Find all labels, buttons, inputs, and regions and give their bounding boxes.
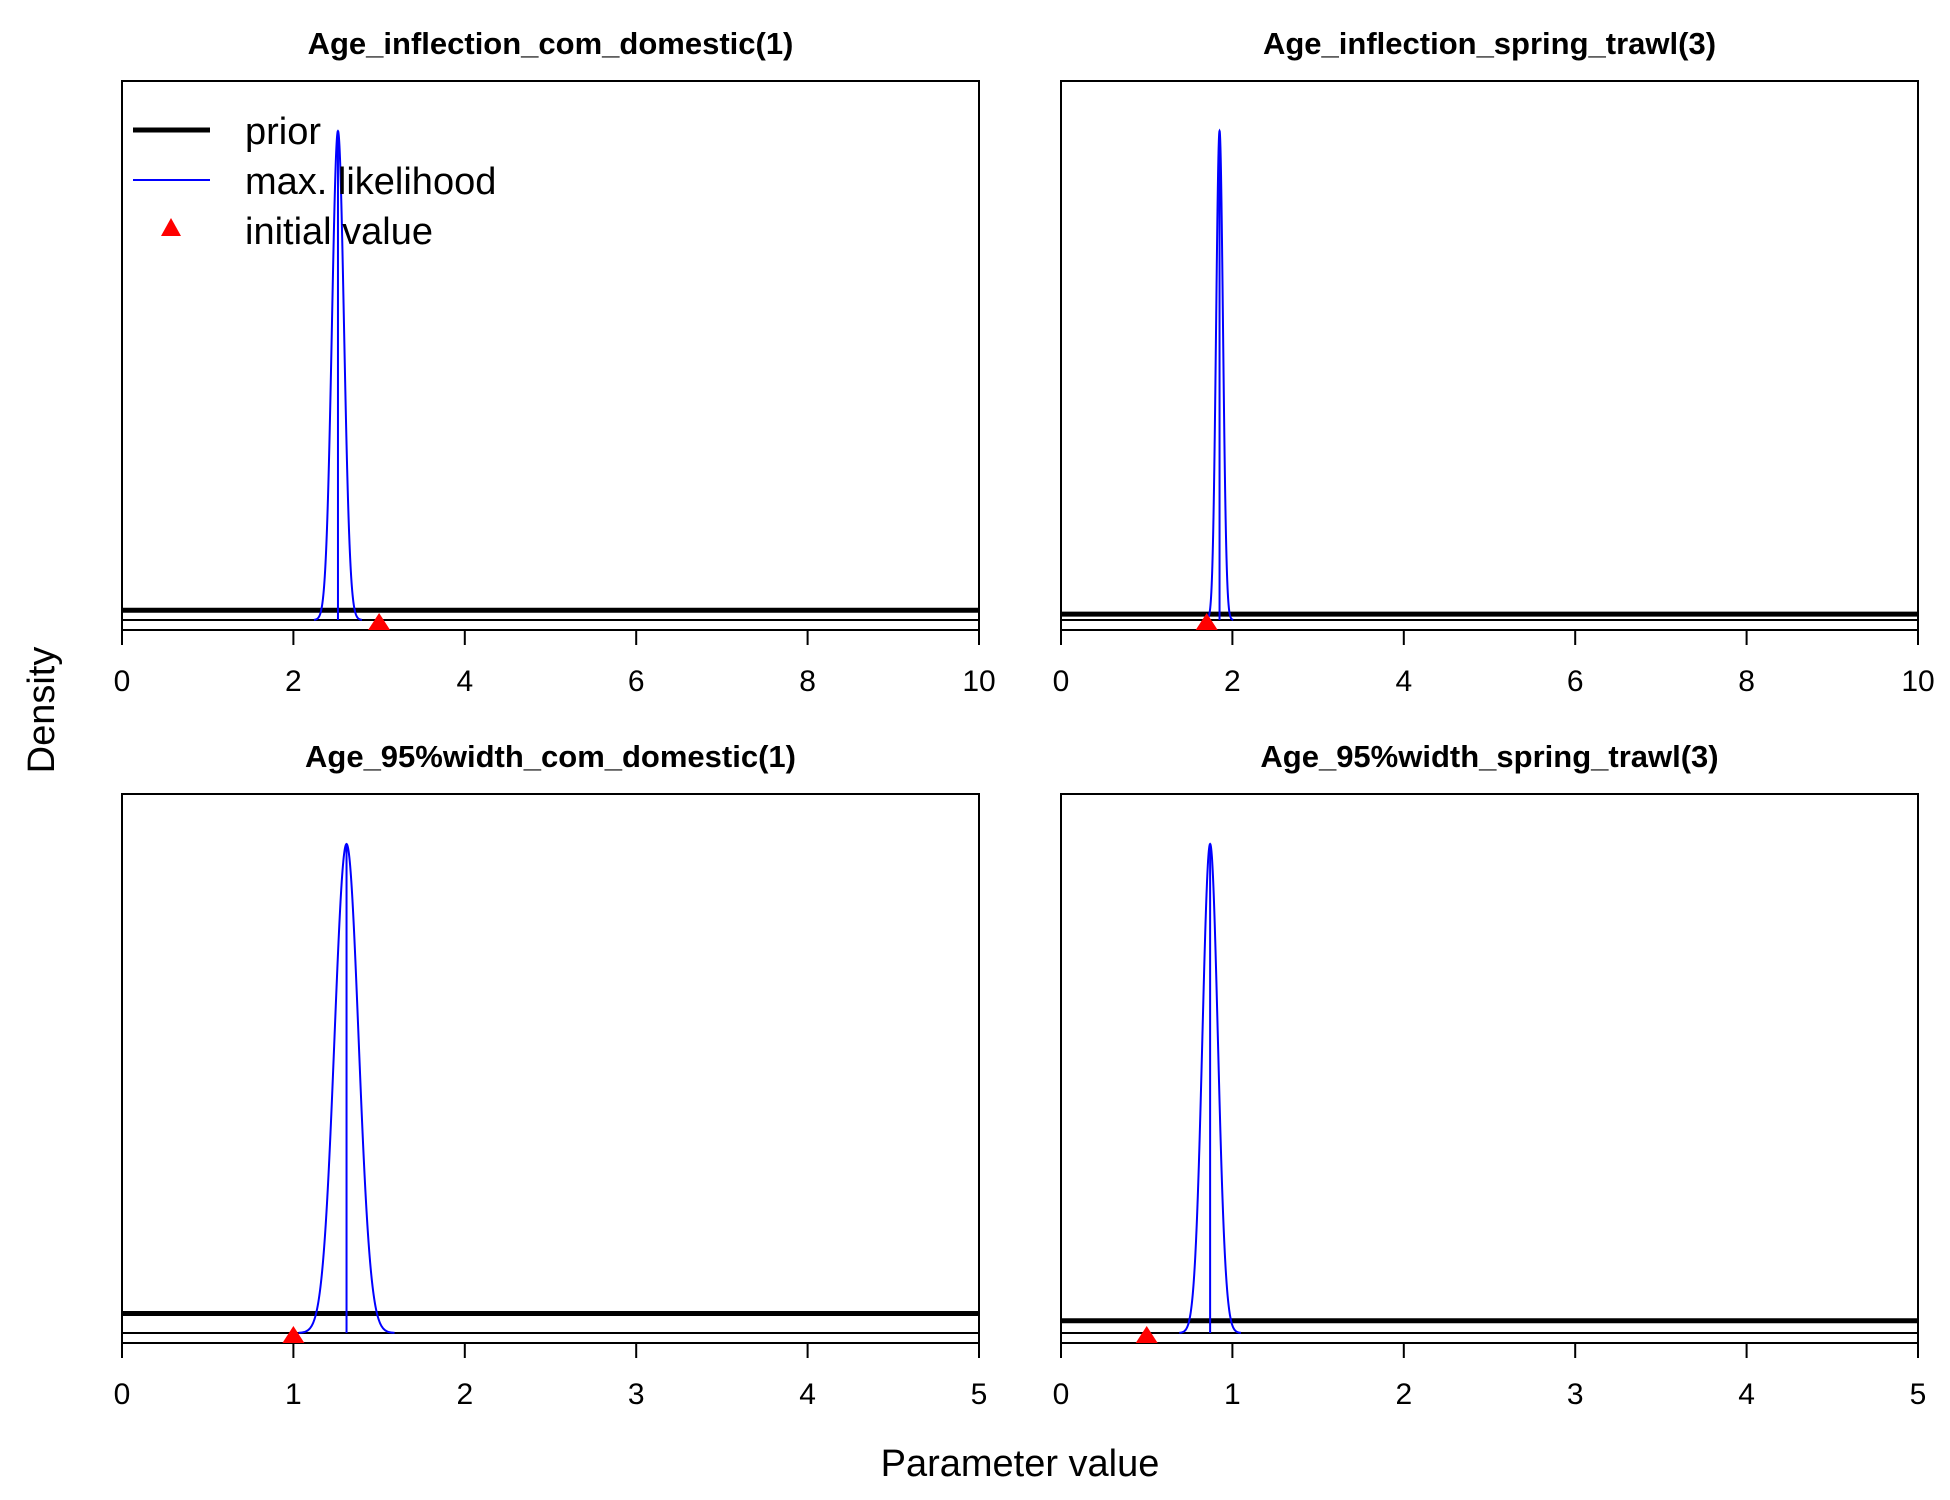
panel-4: Age_95%width_spring_trawl(3) 0 1 2 3 4 5 bbox=[1053, 739, 1927, 1411]
legend-mle-label: max. likelihood bbox=[245, 161, 496, 203]
x-tick-label: 3 bbox=[1567, 1378, 1584, 1411]
x-tick-label: 4 bbox=[1738, 1378, 1755, 1411]
x-tick-label: 0 bbox=[1053, 1378, 1070, 1411]
x-tick-label: 0 bbox=[114, 665, 131, 698]
panel-title: Age_95%width_spring_trawl(3) bbox=[1260, 739, 1718, 774]
initial-value-marker bbox=[282, 1326, 305, 1343]
x-tick-label: 1 bbox=[285, 1378, 302, 1411]
y-axis-label: Density bbox=[21, 647, 63, 774]
panel-title: Age_inflection_com_domestic(1) bbox=[308, 26, 794, 61]
initial-value-marker bbox=[1195, 613, 1218, 630]
legend-prior-label: prior bbox=[245, 111, 321, 153]
x-tick-label: 2 bbox=[1224, 665, 1241, 698]
plot-frame bbox=[121, 80, 980, 631]
panel-3: Age_95%width_com_domestic(1) 0 1 2 3 4 5 bbox=[114, 739, 988, 1411]
panel-title: Age_95%width_com_domestic(1) bbox=[305, 739, 796, 774]
plot-frame bbox=[1060, 793, 1919, 1344]
x-tick-label: 10 bbox=[962, 665, 995, 698]
x-tick-label: 10 bbox=[1901, 665, 1934, 698]
x-tick-label: 0 bbox=[1053, 665, 1070, 698]
x-tick-label: 0 bbox=[114, 1378, 131, 1411]
x-tick-label: 2 bbox=[456, 1378, 473, 1411]
panel-2: Age_inflection_spring_trawl(3) 0 2 4 6 8 10 bbox=[1053, 26, 1935, 698]
x-tick-label: 6 bbox=[628, 665, 645, 698]
x-tick-label: 2 bbox=[1395, 1378, 1412, 1411]
x-tick-label: 4 bbox=[456, 665, 473, 698]
initial-value-marker bbox=[368, 613, 391, 630]
x-tick-label: 8 bbox=[1738, 665, 1755, 698]
panels: Age_inflection_com_domestic(1)0 2 4 6 8 10Age… bbox=[114, 26, 1935, 1411]
x-tick-label: 2 bbox=[285, 665, 302, 698]
x-tick-label: 1 bbox=[1224, 1378, 1241, 1411]
x-tick-label: 4 bbox=[799, 1378, 816, 1411]
plot-frame bbox=[1060, 80, 1919, 631]
legend-initial-marker bbox=[161, 218, 181, 236]
x-tick-label: 3 bbox=[628, 1378, 645, 1411]
x-axis-label: Parameter value bbox=[881, 1443, 1160, 1485]
plot-frame bbox=[121, 793, 980, 1344]
x-tick-label: 5 bbox=[1910, 1378, 1927, 1411]
legend-initial-label: initial value bbox=[245, 211, 433, 253]
x-tick-label: 6 bbox=[1567, 665, 1584, 698]
legend: prior max. likelihood initial value bbox=[133, 111, 496, 253]
panel-title: Age_inflection_spring_trawl(3) bbox=[1263, 26, 1716, 61]
x-tick-label: 5 bbox=[971, 1378, 988, 1411]
x-tick-label: 8 bbox=[799, 665, 816, 698]
initial-value-marker bbox=[1135, 1326, 1158, 1343]
panel-1: Age_inflection_com_domestic(1) 0 2 4 6 8 10 bbox=[114, 26, 996, 698]
x-tick-label: 4 bbox=[1395, 665, 1412, 698]
